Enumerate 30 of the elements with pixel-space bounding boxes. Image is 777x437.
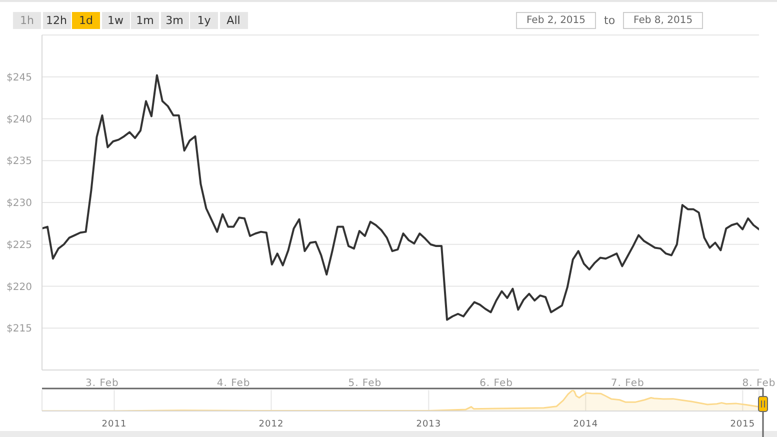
x-tick-label: 7. Feb xyxy=(610,378,644,390)
range-button: 1h xyxy=(13,12,41,29)
y-tick-label: $235 xyxy=(6,156,32,168)
text: to xyxy=(604,14,616,27)
y-tick-label: $225 xyxy=(6,240,32,251)
range-button: 1d xyxy=(72,12,100,29)
x-tick-label: 2011 xyxy=(102,419,127,430)
range-button: All xyxy=(220,12,248,29)
x-tick-label: 6. Feb xyxy=(480,378,513,390)
x-tick-label: 2015 xyxy=(730,419,756,430)
x-tick-label: 5. Feb xyxy=(348,378,382,390)
date-field: Feb 8, 2015 xyxy=(623,12,704,29)
y-tick-label: $215 xyxy=(6,324,32,335)
range-button: 1w xyxy=(102,12,130,29)
x-tick-label: 3. Feb xyxy=(85,378,119,390)
date-field: Feb 2, 2015 xyxy=(516,12,596,29)
range-button: 12h xyxy=(42,12,70,29)
x-tick-label: 2013 xyxy=(416,419,442,430)
y-tick-label: $220 xyxy=(6,282,32,293)
line-series xyxy=(42,74,759,321)
x-tick-label: 2014 xyxy=(573,419,598,430)
x-tick-label: 8. Feb xyxy=(742,378,776,390)
range-button: 1m xyxy=(131,12,159,29)
range-button: 1y xyxy=(190,12,218,29)
range-button: 3m xyxy=(160,12,188,29)
y-tick-label: $245 xyxy=(6,72,32,84)
y-tick-label: $230 xyxy=(6,198,32,209)
y-tick-label: $240 xyxy=(6,114,32,126)
x-tick-label: 2012 xyxy=(258,419,284,430)
x-tick-label: 4. Feb xyxy=(216,378,250,390)
